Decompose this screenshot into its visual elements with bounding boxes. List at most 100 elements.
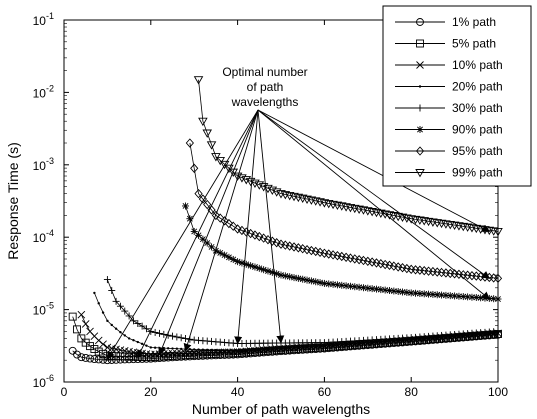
series-point <box>194 350 203 359</box>
legend-label: 95% path <box>452 144 503 158</box>
annotation-arrow <box>257 109 491 300</box>
x-tick-label: 40 <box>231 385 245 399</box>
series-point <box>94 336 103 345</box>
series-point <box>99 340 107 348</box>
series-point <box>90 355 99 363</box>
series-point <box>153 346 157 349</box>
series-point <box>250 179 260 188</box>
series-point <box>294 274 302 282</box>
series-point <box>164 352 173 361</box>
series-point <box>245 348 248 352</box>
y-tick-label: 10-6 <box>33 373 54 390</box>
series-point <box>229 221 238 231</box>
series-point <box>68 312 77 321</box>
series-point <box>169 332 176 340</box>
series-point <box>146 353 155 362</box>
series-point <box>198 350 207 359</box>
series-point <box>94 347 103 356</box>
series-point <box>185 138 194 148</box>
series-point <box>166 347 170 350</box>
series-point <box>73 325 81 334</box>
y-tick-label: 10-4 <box>33 228 54 245</box>
series-point <box>232 172 243 181</box>
series-point <box>237 225 247 236</box>
legend-item: 30% path <box>395 101 503 115</box>
series-point <box>258 348 261 351</box>
series-point <box>94 355 103 364</box>
series-point <box>242 227 251 237</box>
series-point <box>297 345 300 349</box>
y-axis-label: Response Time (s) <box>5 142 21 259</box>
series-point <box>301 345 304 348</box>
series-point <box>245 177 256 187</box>
series-point <box>103 343 112 352</box>
annotation-arrow <box>158 109 259 356</box>
series-point <box>123 334 126 337</box>
series-point <box>81 353 90 362</box>
series-point <box>305 345 309 348</box>
x-tick-label: 0 <box>61 385 68 399</box>
series-point <box>160 330 168 338</box>
x-tick-label: 100 <box>488 385 508 399</box>
series-point <box>142 325 150 333</box>
series-point <box>119 331 122 334</box>
series-point <box>77 310 86 319</box>
series-point <box>232 349 235 352</box>
series-point <box>262 347 265 351</box>
x-tick-label: 60 <box>318 385 332 399</box>
series-point <box>250 230 260 240</box>
annotation-arrow <box>234 109 259 345</box>
series-point <box>190 163 199 173</box>
annotation-arrow <box>257 109 285 344</box>
series-point <box>253 348 257 351</box>
series-point <box>116 302 124 310</box>
series-point <box>303 276 311 284</box>
annotation-arrow <box>106 109 259 360</box>
series-point <box>99 349 108 358</box>
series-point <box>275 346 278 350</box>
series-point <box>188 348 192 351</box>
series-point <box>220 216 229 226</box>
series-8 <box>193 76 503 237</box>
x-tick-label: 20 <box>144 385 158 399</box>
y-tick-label: 10-5 <box>33 301 54 318</box>
series-point <box>173 333 181 341</box>
series-point <box>158 346 161 350</box>
series-point <box>207 205 216 215</box>
series-point <box>224 218 234 229</box>
series-point <box>227 349 231 352</box>
legend-label: 90% path <box>452 123 503 137</box>
annotation-arrow <box>183 109 259 352</box>
series-point <box>125 352 134 361</box>
annotation-arrow <box>257 109 491 232</box>
series-point <box>193 76 204 85</box>
series-point <box>134 319 142 327</box>
legend-marker <box>415 169 425 178</box>
annotation-text: Optimal number of path wavelengths <box>222 65 307 109</box>
series-point <box>149 346 152 349</box>
series-point <box>236 349 239 352</box>
legend-item: 95% path <box>395 144 503 158</box>
series-point <box>266 347 270 350</box>
series-point <box>73 350 81 359</box>
series-point <box>151 352 160 361</box>
series-point <box>219 349 222 352</box>
series-point <box>197 348 200 351</box>
y-tick-label: 10-1 <box>33 11 54 28</box>
series-point <box>145 344 148 347</box>
series-point <box>268 236 277 246</box>
series-point <box>101 311 105 314</box>
series-point <box>162 346 166 350</box>
series-point <box>216 213 225 223</box>
series-point <box>288 346 291 349</box>
series-point <box>223 349 226 352</box>
legend-item: 10% path <box>395 58 503 72</box>
legend-item: 99% path <box>395 166 503 180</box>
series-point <box>172 351 181 360</box>
legend-label: 1% path <box>452 15 496 29</box>
series-point <box>271 188 282 197</box>
series-point <box>179 347 183 351</box>
series-point <box>210 348 213 352</box>
legend-item: 20% path <box>395 80 503 94</box>
x-axis-label: Number of path wavelengths <box>192 401 370 417</box>
